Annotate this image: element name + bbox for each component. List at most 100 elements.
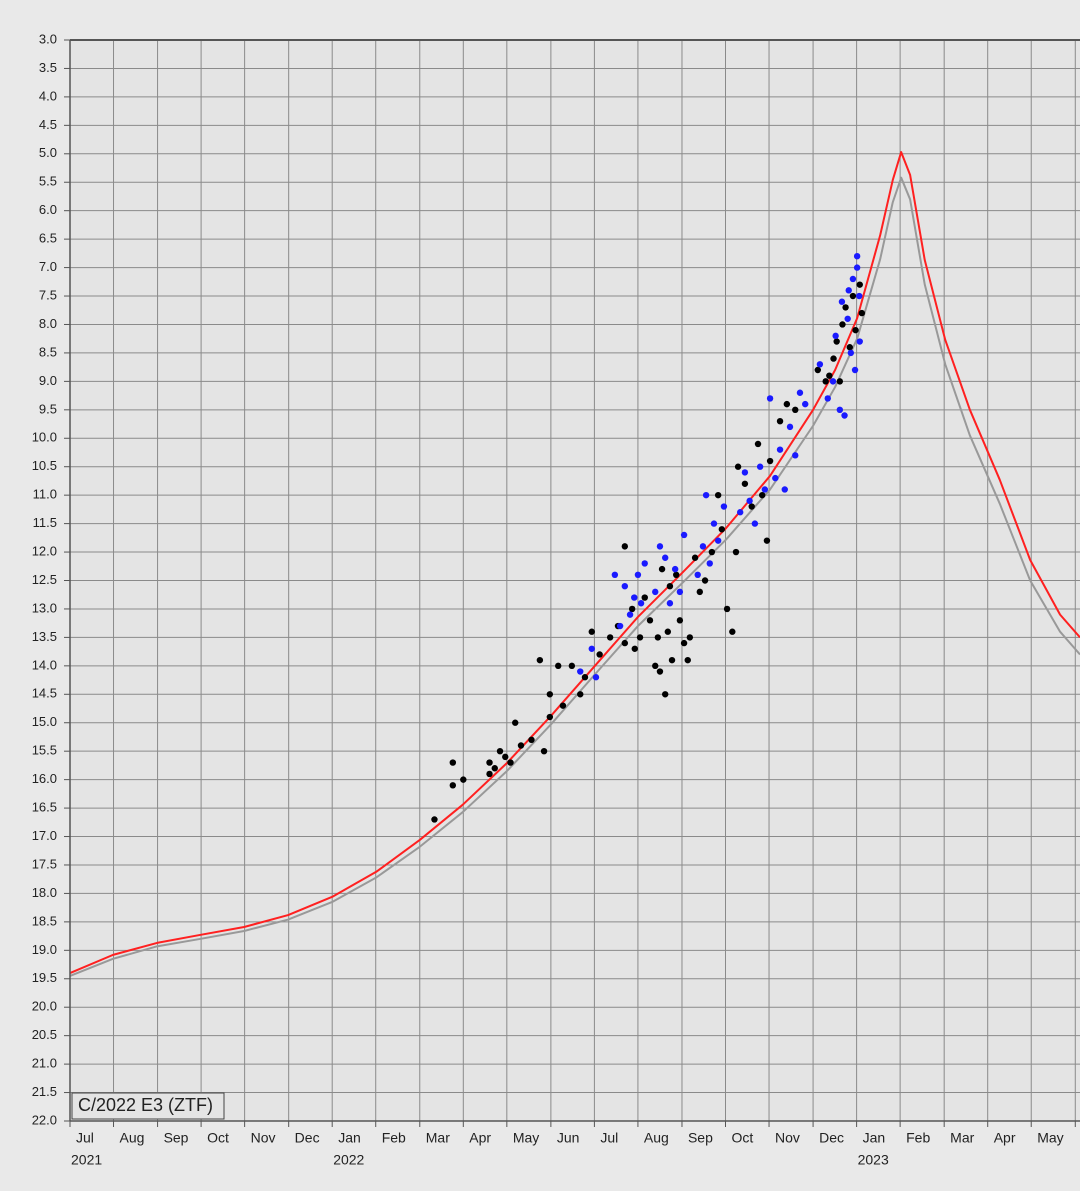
x-tick-label: Jan	[863, 1130, 886, 1146]
model-line	[69, 176, 1080, 977]
observation-point	[736, 509, 744, 516]
observation-point	[816, 361, 824, 368]
observation-point	[652, 662, 659, 670]
observation-point	[634, 571, 642, 579]
observation-point	[546, 691, 554, 698]
observation-point	[839, 321, 846, 328]
observation-point	[631, 645, 638, 652]
x-tick-label: Apr	[469, 1130, 491, 1146]
x-tick-label: Aug	[644, 1130, 669, 1146]
observation-point	[559, 702, 567, 709]
observation-point	[555, 662, 562, 670]
observation-point	[772, 474, 779, 482]
y-tick-label: 18.0	[32, 885, 57, 900]
observation-point	[673, 571, 680, 579]
y-tick-label: 21.0	[32, 1056, 57, 1071]
observation-point	[486, 759, 493, 766]
observation-point	[754, 440, 762, 448]
observation-point	[858, 309, 866, 317]
x-tick-label: Dec	[819, 1130, 844, 1146]
x-tick-label: Sep	[688, 1130, 713, 1146]
y-tick-label: 15.5	[32, 743, 57, 758]
y-tick-label: 12.0	[32, 543, 57, 558]
observation-point	[502, 753, 509, 761]
y-tick-label: 4.5	[39, 117, 57, 132]
observation-point	[756, 463, 764, 470]
y-tick-label: 17.0	[32, 828, 57, 843]
observation-point	[718, 526, 726, 533]
y-tick-label: 9.0	[39, 373, 57, 388]
observation-point	[826, 372, 833, 379]
labels: 3.0 3.5 4.0 4.5 5.0 5.5 6.0 6.5 7.0 7.5 8.0 8.5 9.0 9…	[32, 31, 1064, 1168]
observation-point	[746, 497, 753, 505]
y-tick-label: 17.5	[32, 856, 57, 871]
y-tick-label: 11.0	[33, 487, 57, 502]
observation-point	[802, 400, 809, 408]
x-tick-label: Jul	[76, 1130, 94, 1146]
observation-point	[641, 560, 648, 567]
observation-point	[846, 344, 853, 351]
x-tick-label: Sep	[164, 1130, 189, 1146]
observation-point	[694, 571, 701, 579]
y-tick-label: 20.0	[32, 999, 57, 1014]
observation-point	[781, 486, 788, 493]
observation-point	[486, 770, 493, 778]
y-tick-label: 11.5	[33, 515, 57, 530]
observation-point	[664, 628, 672, 635]
observation-point	[766, 457, 774, 465]
observation-point	[621, 639, 629, 647]
observation-point	[847, 349, 855, 357]
observation-point	[830, 355, 837, 362]
observation-point	[853, 253, 861, 260]
year-label: 2021	[71, 1152, 102, 1168]
observation-point	[824, 395, 831, 402]
observation-point	[588, 645, 595, 652]
y-tick-label: 13.0	[32, 600, 57, 615]
x-tick-label: May	[1037, 1130, 1063, 1146]
observation-point	[751, 520, 759, 527]
observation-point	[507, 759, 514, 766]
observation-point	[646, 617, 654, 624]
observation-point	[853, 264, 861, 271]
annotation: C/2022 E3 (ZTF)	[78, 1095, 213, 1115]
observation-point	[761, 486, 769, 493]
x-tick-label: Jul	[600, 1130, 618, 1146]
observation-point	[786, 423, 794, 431]
observation-point	[849, 275, 857, 283]
observation-point	[460, 776, 467, 783]
observation-point	[796, 389, 804, 396]
observation-point	[654, 634, 662, 641]
x-tick-label: Feb	[382, 1130, 406, 1146]
observation-point	[628, 605, 636, 613]
observation-point	[832, 332, 839, 340]
observation-point	[852, 326, 859, 334]
observation-point	[581, 674, 589, 681]
x-tick-label: Dec	[295, 1130, 320, 1146]
observation-point	[536, 656, 544, 664]
observation-point	[449, 782, 457, 789]
observation-point	[631, 594, 638, 601]
x-tick-label: Nov	[775, 1130, 800, 1146]
y-tick-label: 19.0	[32, 942, 57, 957]
observation-point	[636, 634, 644, 641]
observation-point	[691, 554, 699, 561]
x-tick-label: May	[513, 1130, 539, 1146]
observation-point	[577, 691, 584, 698]
observation-point	[766, 395, 774, 402]
observation-point	[741, 480, 749, 487]
observation-point	[838, 298, 846, 305]
observation-point	[696, 588, 704, 596]
x-tick-label: Jun	[557, 1130, 580, 1146]
observation-point	[496, 747, 504, 755]
observation-point	[656, 668, 664, 675]
observation-point	[723, 605, 731, 613]
observation-point	[714, 537, 722, 544]
observation-point	[851, 366, 859, 374]
observation-point	[658, 565, 666, 573]
observation-point	[671, 565, 679, 573]
year-label: 2022	[333, 1152, 364, 1168]
observation-point	[844, 315, 851, 322]
observation-point	[680, 531, 688, 539]
observation-point	[701, 577, 709, 584]
